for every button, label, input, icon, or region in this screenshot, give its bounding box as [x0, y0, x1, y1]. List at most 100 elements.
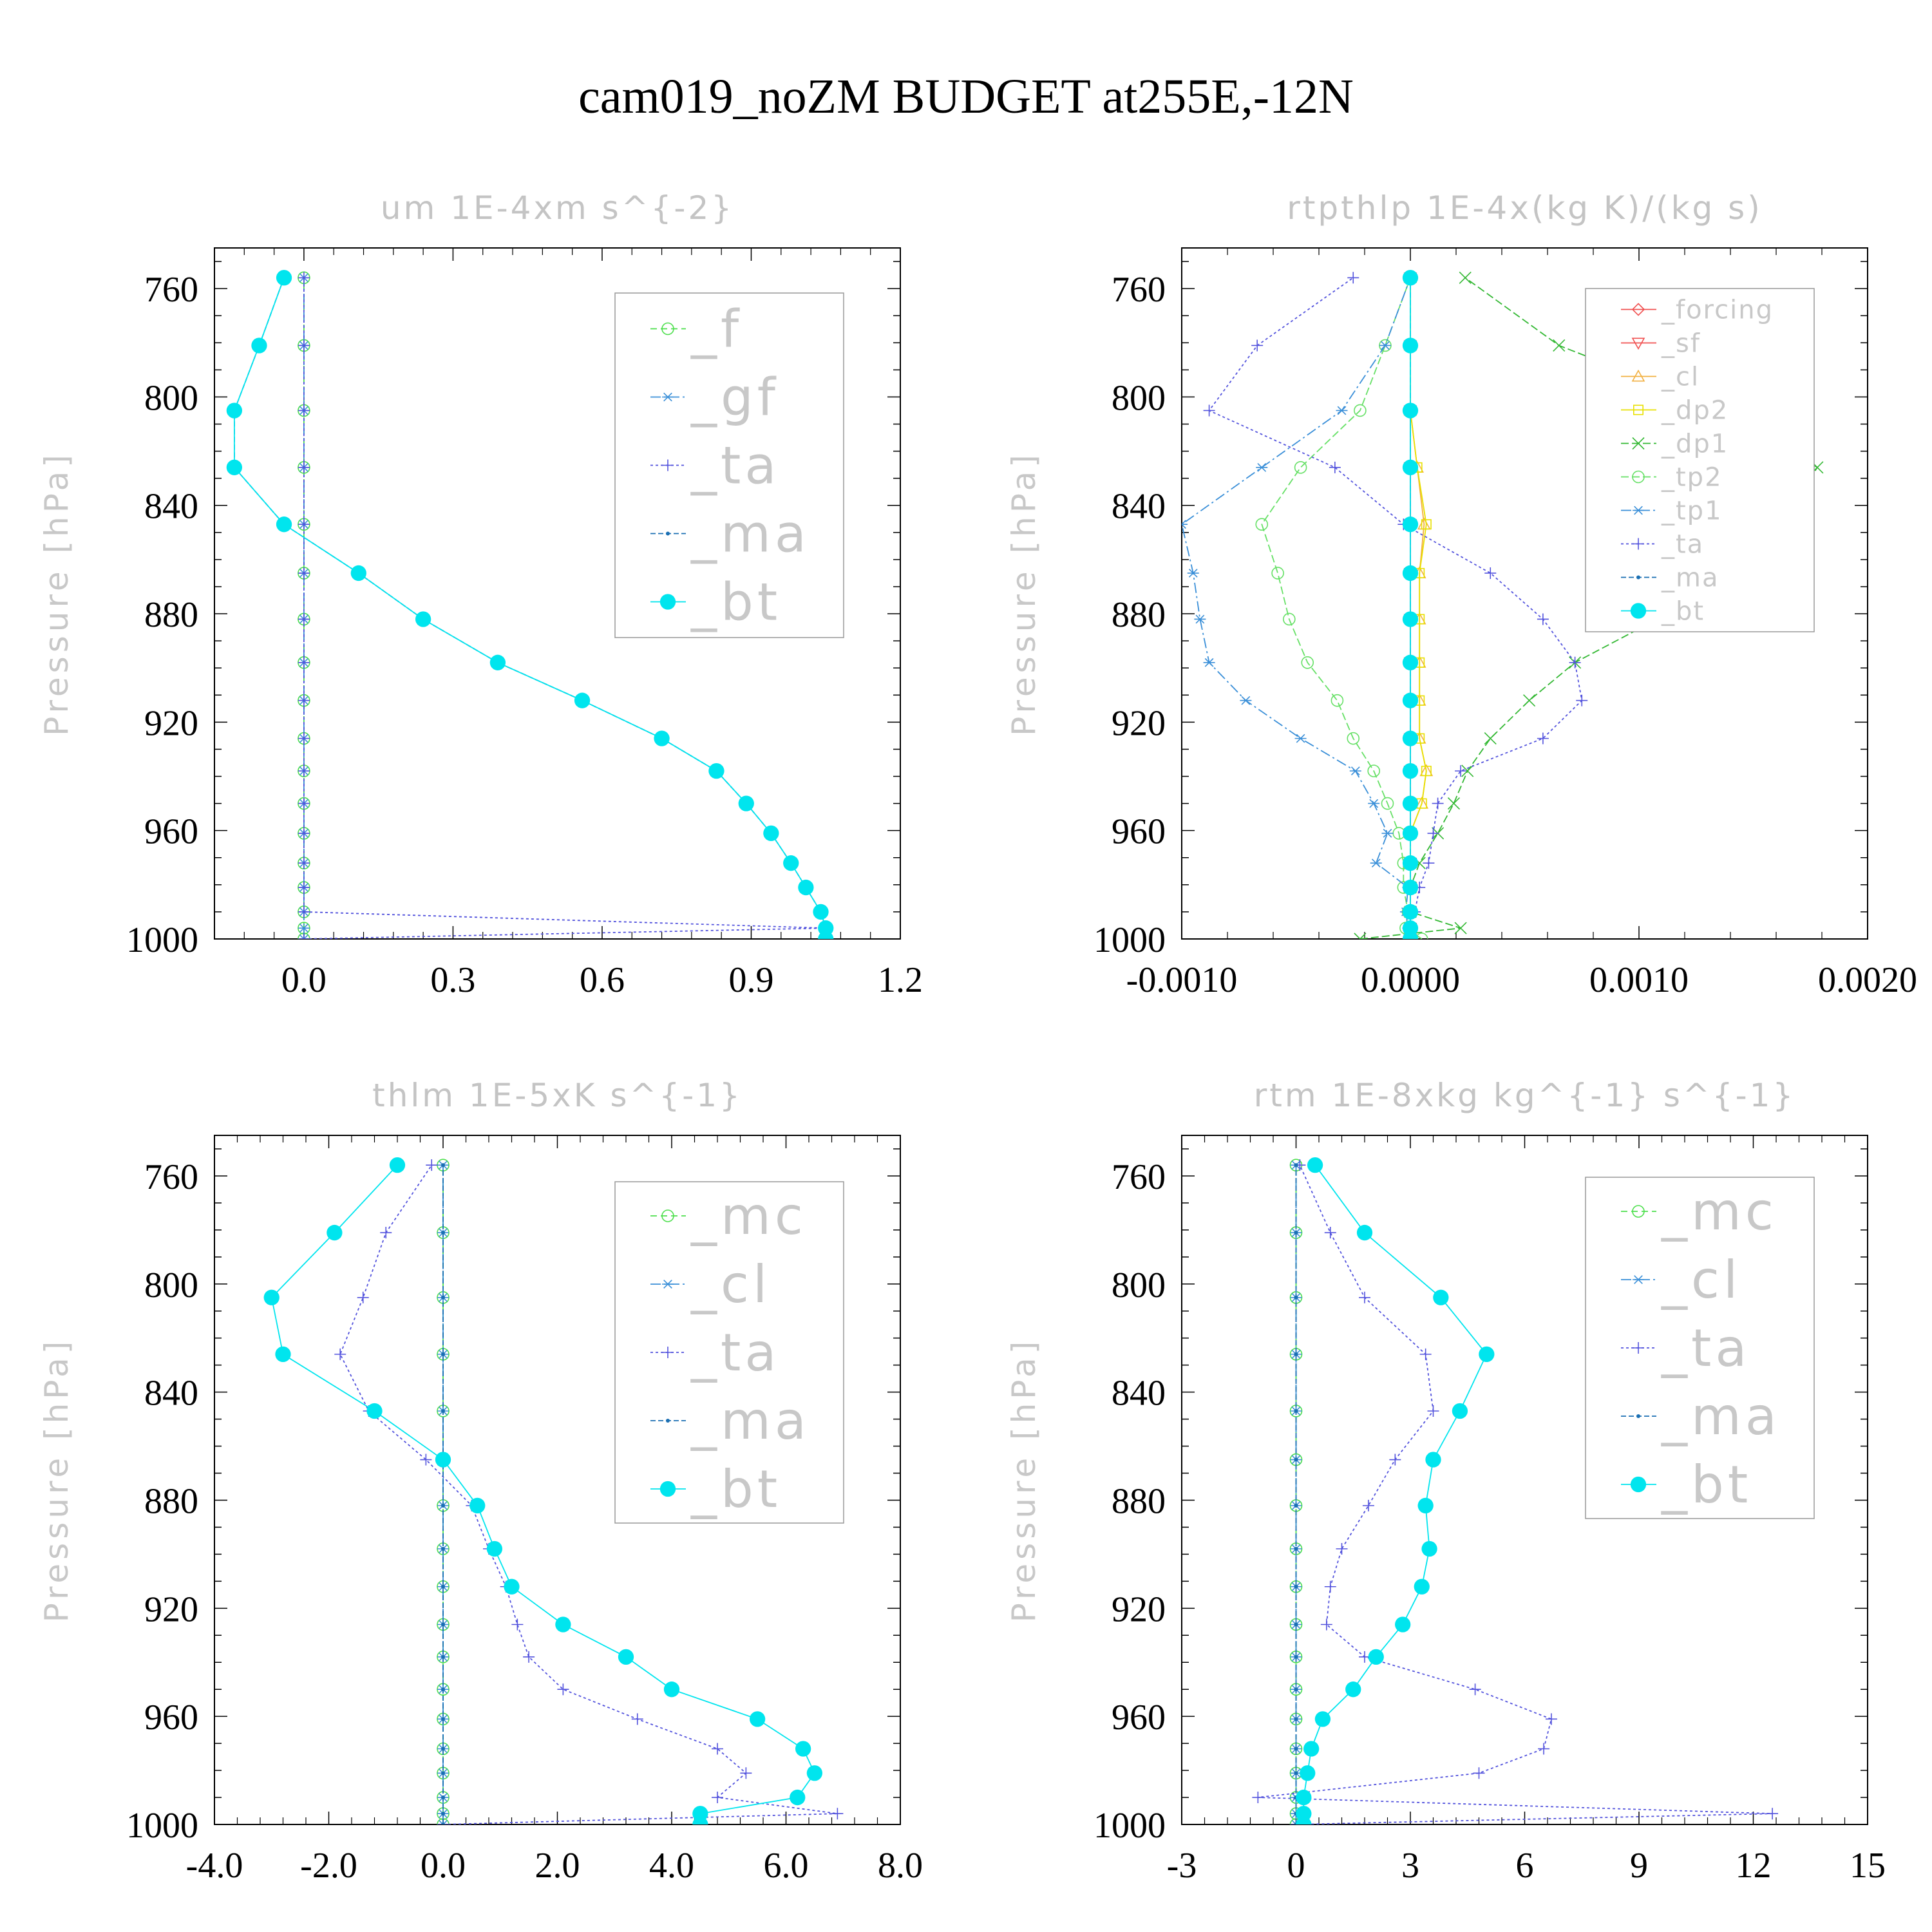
series-point-tp1 [1370, 858, 1382, 868]
series-point-ma [441, 1795, 445, 1800]
series-point-ma [1294, 1295, 1298, 1300]
legend-label-ma: _ma [1661, 564, 1719, 593]
panel-rtpthlp-budget: rtpthlp 1E-4x(kg K)/(kg s) Pressure [hPa]… [1005, 189, 1917, 1000]
legend-marker-cl [662, 1280, 674, 1289]
series-point-bt [749, 1711, 766, 1727]
figure-title: cam019_noZM BUDGET at255E,-12N [578, 70, 1354, 124]
series-point-bt [663, 1681, 680, 1698]
legend-label-ta: _ta [1661, 1318, 1750, 1378]
series-point-ta [334, 1348, 346, 1360]
series-point-ta [1469, 1683, 1481, 1696]
series-point-dp1 [1354, 933, 1367, 939]
series-point-gf [298, 923, 310, 933]
series-point-ta [1427, 827, 1439, 839]
series-point-cl [437, 1820, 449, 1824]
series-point-ta [298, 827, 310, 839]
legend-marker-tp1 [1633, 506, 1644, 515]
series-point-bt [389, 1157, 406, 1173]
legend-marker-dp2 [1633, 404, 1644, 415]
y-tick-label: 760 [144, 1157, 198, 1197]
series-point-ma [441, 1823, 445, 1824]
series-point-bt [275, 1346, 291, 1363]
series-point-bt [1345, 1681, 1361, 1698]
series-point-ma [1294, 1771, 1298, 1776]
series-point-bt [813, 904, 829, 920]
x-tick-label: 6 [1516, 1846, 1534, 1886]
series-point-tp1 [1349, 766, 1361, 775]
y-tick-label: 960 [144, 1698, 198, 1738]
x-tick-label: -2.0 [300, 1846, 357, 1886]
y-tick-label: 840 [1112, 1374, 1166, 1414]
y-tick-label: 760 [1112, 270, 1166, 310]
legend-marker-ma [1636, 575, 1640, 580]
series-point-dp1 [1454, 922, 1467, 934]
series-line-bt [1303, 1164, 1488, 1824]
series-point-ta [557, 1683, 569, 1696]
series-point-ta [1569, 656, 1581, 668]
series-point-ma [441, 1503, 445, 1508]
legend-label-tp2: _tp2 [1661, 463, 1723, 493]
series-point-ta [523, 1651, 535, 1663]
series-point-bt [1402, 730, 1419, 746]
series-point-tp2 [1283, 612, 1296, 626]
series-point-bt [1402, 611, 1419, 627]
series-point-ta [298, 765, 310, 777]
series-point-bt [1402, 855, 1419, 871]
series-point-ta [1473, 1767, 1485, 1779]
series-point-ta [1359, 1291, 1370, 1303]
series-point-dp2 [1421, 766, 1432, 777]
y-tick-label: 920 [144, 703, 198, 743]
series-point-ta [1537, 613, 1549, 625]
series-point-ta [298, 857, 310, 869]
legend-marker-ta [1633, 1342, 1644, 1354]
series-point-gf [298, 934, 310, 939]
y-tick-label: 960 [1112, 812, 1166, 852]
series-point-ma [1294, 1352, 1298, 1356]
series-point-bt [226, 402, 243, 419]
legend-label-tp1: _tp1 [1661, 497, 1723, 526]
legend-label-bt: _bt [1661, 597, 1705, 627]
x-tick-label: 12 [1736, 1846, 1772, 1886]
series-point-bt [1303, 1741, 1320, 1757]
x-tick-label: 0.9 [728, 960, 773, 1000]
series-point-bt [1402, 795, 1419, 811]
legend-box [614, 292, 844, 638]
x-tick-label: 3 [1401, 1846, 1419, 1886]
series-line-tp2 [1261, 277, 1423, 939]
series-point-bt [1402, 692, 1419, 708]
series-point-ta [1320, 1618, 1332, 1631]
legend-marker-mc [661, 1209, 674, 1222]
y-tick-label: 920 [1112, 703, 1166, 743]
series-point-bt [555, 1616, 571, 1633]
legend-label-dp1: _dp1 [1661, 430, 1728, 459]
x-tick-label: -0.0010 [1126, 960, 1238, 1000]
series-point-bt [1307, 1157, 1323, 1173]
series-point-ta [1324, 1580, 1336, 1593]
series-point-bt [1296, 1789, 1312, 1806]
series-point-ma [441, 1747, 445, 1751]
series-point-ta [298, 933, 310, 939]
x-tick-label: 6.0 [764, 1846, 809, 1886]
y-tick-label: 920 [144, 1589, 198, 1629]
series-point-ta [298, 613, 310, 625]
series-point-bt [263, 1289, 279, 1305]
series-point-tp2 [1367, 764, 1380, 777]
legend-label-cl: _cl [1661, 1250, 1741, 1310]
x-tick-label: 15 [1850, 1846, 1886, 1886]
series-point-ma [441, 1812, 445, 1816]
series-point-bt [1402, 654, 1419, 670]
series-point-dp1 [1553, 339, 1566, 352]
legend-label-bt: _bt [1661, 1455, 1752, 1515]
series-point-bt [654, 730, 670, 746]
legend-marker-dp1 [1632, 437, 1645, 450]
series-point-bt [1300, 1765, 1316, 1781]
series-point-bt [226, 459, 243, 475]
legend-marker-ta [662, 459, 674, 471]
series-point-ta [1251, 339, 1264, 352]
x-tick-label: 9 [1630, 1846, 1648, 1886]
series-point-ma [1294, 1622, 1298, 1627]
series-point-ta [1484, 567, 1497, 579]
series-point-bt [504, 1578, 520, 1595]
legend-marker-cl [1633, 1275, 1644, 1284]
